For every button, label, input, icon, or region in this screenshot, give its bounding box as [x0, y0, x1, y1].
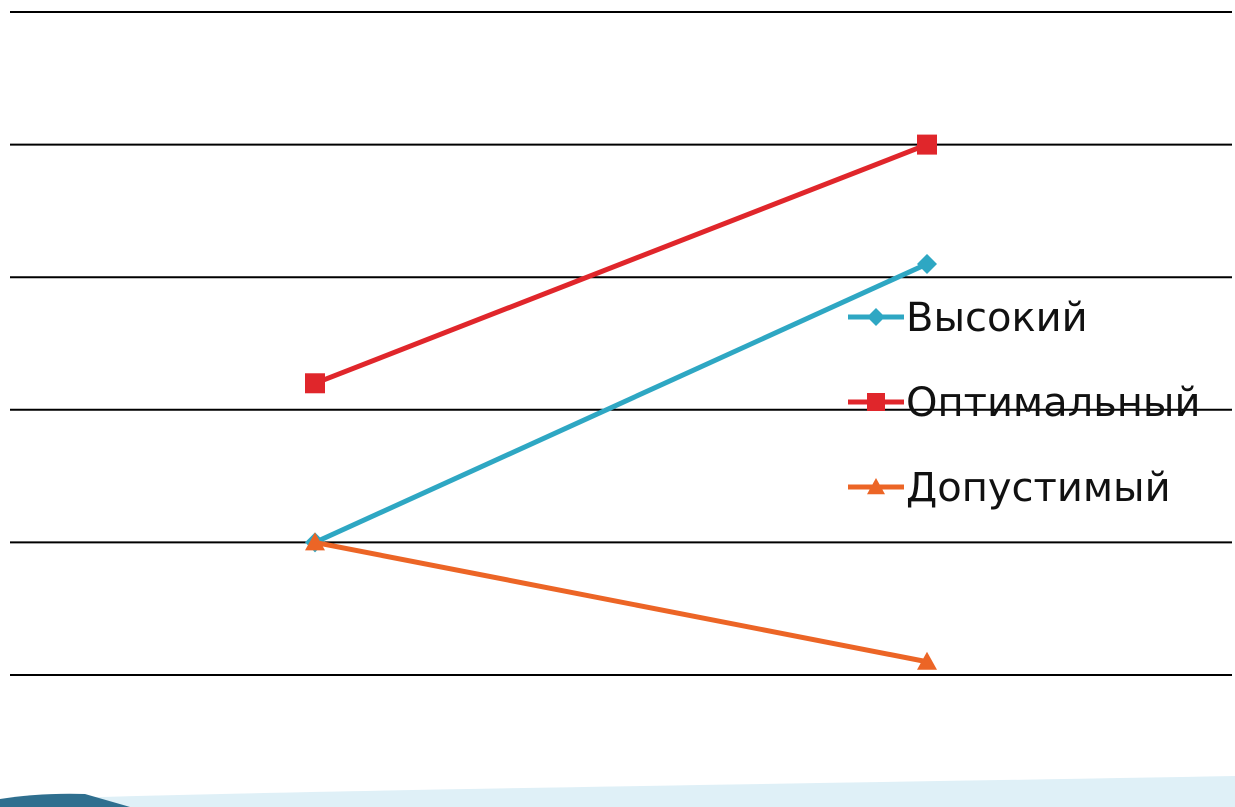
footer-decoration: [0, 776, 1235, 807]
legend-item: Высокий: [848, 295, 1088, 341]
legend-item: Оптимальный: [848, 380, 1201, 426]
legend: Высокий Оптимальный Допустимый: [848, 295, 1201, 511]
data-point: [917, 134, 937, 155]
legend-marker: [867, 393, 885, 411]
footer-band: [0, 776, 1235, 807]
series-lines: [305, 134, 937, 670]
data-point: [305, 532, 325, 551]
legend-marker: [867, 478, 885, 495]
data-point: [917, 651, 937, 670]
legend-marker: [867, 308, 885, 326]
series-line: [314, 142, 928, 386]
legend-label: Высокий: [906, 295, 1088, 341]
data-point: [305, 373, 325, 394]
footer-accent: [0, 793, 130, 807]
data-point: [917, 253, 937, 274]
legend-item: Допустимый: [848, 465, 1171, 511]
series-1: [305, 253, 937, 553]
legend-label: Допустимый: [906, 465, 1171, 511]
series-3: [305, 532, 937, 670]
series-2: [305, 134, 937, 394]
series-line: [314, 539, 928, 665]
series-line: [313, 261, 929, 545]
gridlines: [10, 11, 1232, 676]
legend-label: Оптимальный: [906, 380, 1201, 426]
